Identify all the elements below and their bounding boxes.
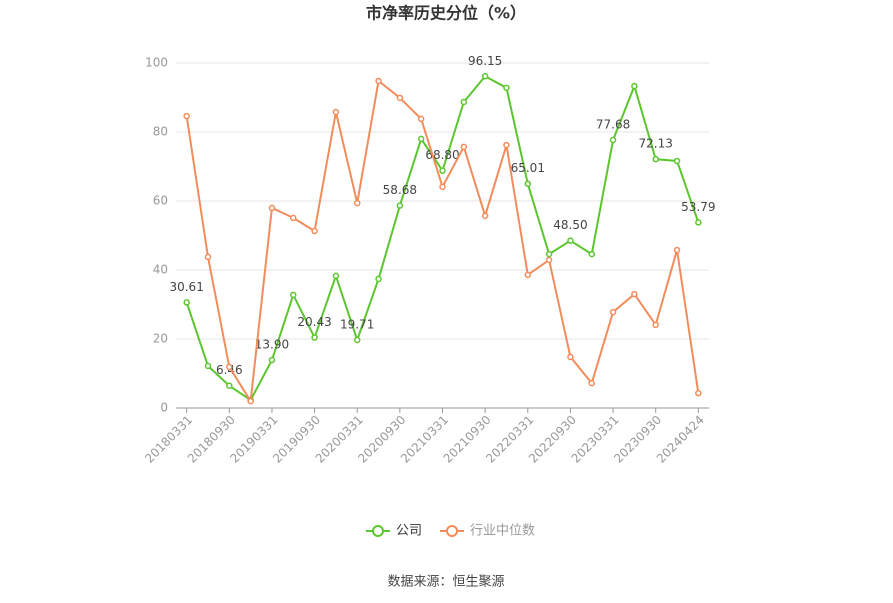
y-tick-label: 0 (160, 401, 168, 415)
point (417, 115, 425, 123)
point (353, 199, 361, 207)
source-note: 数据来源：恒生聚源 (387, 575, 504, 590)
data-label: 53.79 (681, 200, 715, 214)
point (631, 290, 638, 298)
point (332, 108, 340, 116)
point (695, 219, 702, 226)
point (460, 143, 468, 151)
point (503, 84, 510, 92)
point (247, 397, 254, 405)
data-label: 58.68 (383, 183, 417, 197)
point (609, 136, 617, 144)
legend-marker (372, 525, 384, 537)
y-tick-label: 80 (153, 125, 168, 139)
chart-title: 市净率历史分位（%） (366, 4, 526, 23)
point (567, 353, 574, 361)
data-label: 19.71 (340, 318, 374, 332)
point (290, 214, 297, 222)
y-tick-label: 60 (153, 194, 168, 208)
y-tick-label: 20 (153, 332, 168, 346)
point (183, 299, 190, 306)
point (652, 321, 659, 329)
point (631, 82, 638, 90)
point (481, 212, 489, 220)
point (268, 356, 276, 364)
point (375, 275, 382, 283)
point (226, 382, 233, 389)
point (396, 94, 404, 102)
data-label: 48.50 (553, 218, 587, 232)
point (545, 256, 553, 264)
y-tick-label: 100 (145, 56, 168, 70)
point (311, 334, 318, 341)
data-label: 77.68 (596, 118, 630, 132)
point (226, 363, 233, 371)
point (524, 180, 532, 187)
point (673, 157, 681, 165)
point (204, 362, 212, 370)
data-label: 6.46 (216, 363, 243, 377)
data-label: 65.01 (511, 161, 545, 175)
point (290, 291, 297, 299)
point (439, 183, 446, 191)
point (524, 271, 532, 279)
point (396, 202, 404, 209)
point (268, 204, 276, 212)
point (567, 237, 574, 244)
legend-marker (446, 525, 459, 537)
data-label: 13.90 (255, 338, 289, 352)
point (588, 379, 595, 387)
point (439, 167, 446, 174)
point (417, 135, 425, 143)
point (204, 253, 212, 261)
point (588, 250, 595, 258)
point (609, 308, 617, 316)
point (353, 336, 361, 344)
point (183, 112, 190, 120)
point (673, 246, 681, 254)
point (695, 389, 702, 397)
point (481, 73, 489, 80)
data-label: 30.61 (169, 280, 203, 294)
data-label: 96.15 (468, 54, 502, 68)
data-label: 20.43 (297, 315, 331, 329)
y-tick-label: 40 (153, 263, 168, 277)
point (332, 272, 340, 280)
data-label: 72.13 (639, 137, 673, 151)
point (460, 98, 468, 106)
point (311, 227, 318, 235)
point (652, 155, 659, 163)
legend-label[interactable]: 公司 (396, 524, 422, 539)
legend-label[interactable]: 行业中位数 (470, 524, 535, 539)
point (375, 77, 382, 85)
point (503, 141, 510, 149)
point (545, 250, 553, 258)
